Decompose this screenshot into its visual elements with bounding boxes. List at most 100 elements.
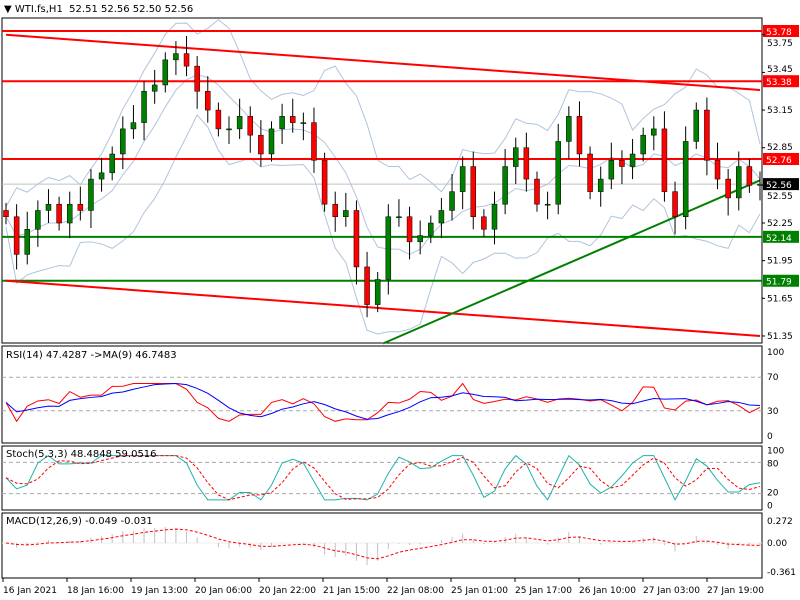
macd-title: MACD(12,26,9) -0.049 -0.031 (6, 516, 153, 527)
current-price-tag (763, 178, 799, 191)
candle (173, 53, 179, 61)
candle (576, 116, 583, 155)
pane-frame-1 (1, 345, 763, 444)
candle (364, 266, 370, 305)
candle (746, 166, 753, 186)
pane-frame-0 (1, 17, 763, 344)
candle (428, 222, 434, 236)
time-label: 20 Jan 22:00 (259, 586, 316, 596)
stoch-tick-label: 100 (767, 447, 784, 457)
level-tag-52.76 (763, 153, 799, 166)
pane-frame-2 (1, 445, 763, 511)
pane-frame-3 (1, 512, 763, 579)
rsi-tick-label: 0 (767, 432, 773, 442)
trendline-0 (5, 33, 761, 91)
candle (396, 216, 402, 218)
candle (566, 116, 572, 142)
bollinger-lower (5, 114, 761, 335)
candle (332, 203, 338, 217)
macd-tick-label: -0.361 (767, 568, 796, 578)
level-label: 51.79 (766, 278, 792, 288)
rsi-title: RSI(14) 47.4287 ->MA(9) 46.7483 (6, 350, 177, 361)
rsi-tick-label: 30 (767, 407, 779, 417)
chart-header: ▼ WTI.fs,H1 52.51 52.56 52.50 52.56 (4, 4, 193, 15)
bollinger-middle (5, 73, 761, 255)
candle (385, 216, 392, 280)
candle (66, 203, 73, 224)
price-tick-label: 51.65 (767, 294, 793, 304)
candle (343, 210, 349, 217)
candle (693, 109, 700, 142)
level-tag-52.14 (763, 230, 799, 243)
candle (3, 210, 9, 217)
candle (141, 90, 147, 123)
trendline-1 (5, 279, 761, 337)
candle (661, 128, 668, 192)
candle (725, 178, 731, 199)
candle (534, 178, 540, 205)
candle (587, 153, 593, 192)
price-tick-label: 51.95 (767, 257, 793, 267)
candle (236, 116, 243, 130)
level-label: 52.76 (766, 156, 792, 166)
candle (406, 216, 413, 243)
candle (704, 109, 710, 161)
candle (77, 203, 84, 211)
time-label: 25 Jan 17:00 (515, 586, 572, 596)
candle (512, 147, 519, 167)
price-tick-label: 52.85 (767, 143, 793, 153)
level-label: 52.14 (766, 234, 792, 244)
time-label: 27 Jan 19:00 (707, 586, 764, 596)
candle (311, 122, 317, 161)
candle (13, 216, 20, 255)
level-label: 53.38 (766, 78, 792, 88)
candle (629, 153, 636, 167)
candle (151, 84, 158, 92)
candle (651, 128, 657, 136)
trendline-2 (382, 179, 761, 345)
candle (438, 210, 445, 224)
time-label: 20 Jan 06:00 (195, 586, 252, 596)
ohlc-readout: 52.51 52.56 52.50 52.56 (69, 4, 194, 15)
candle (470, 166, 477, 217)
candle (35, 210, 41, 230)
current-price-label: 52.56 (766, 181, 792, 191)
macd-tick-label: 0.272 (767, 517, 793, 527)
candle (640, 134, 646, 155)
candle (714, 160, 721, 180)
price-tick-label: 52.25 (767, 219, 793, 229)
candle (321, 160, 328, 205)
macd-tick-label: 0.00 (767, 539, 787, 549)
stoch-title: Stoch(5,3,3) 48.4848 59.0516 (6, 449, 157, 460)
candle (417, 235, 423, 243)
candle (300, 122, 307, 124)
candle (353, 210, 360, 268)
candle (56, 203, 62, 224)
symbol-label: WTI.fs,H1 (14, 4, 63, 15)
candle (289, 116, 296, 123)
candle (258, 134, 264, 155)
candle (24, 229, 30, 255)
candle (555, 141, 561, 205)
candle (374, 279, 381, 305)
candle (120, 128, 126, 155)
stoch-tick-label: 20 (767, 488, 779, 498)
time-label: 22 Jan 08:00 (387, 586, 444, 596)
level-tag-51.79 (763, 274, 799, 287)
candle (736, 166, 742, 199)
menu-triangle-icon[interactable]: ▼ (4, 4, 12, 15)
candle (757, 183, 763, 186)
level-label: 53.78 (766, 28, 792, 38)
price-tick-label: 53.75 (767, 39, 793, 49)
time-label: 21 Jan 15:00 (323, 586, 380, 596)
candle (205, 90, 211, 111)
candle (215, 109, 222, 130)
candle (449, 191, 455, 211)
level-tag-53.38 (763, 75, 799, 88)
candle (491, 203, 498, 230)
bollinger-upper (5, 19, 761, 207)
time-label: 25 Jan 01:00 (451, 586, 508, 596)
price-tick-label: 53.45 (767, 65, 793, 75)
